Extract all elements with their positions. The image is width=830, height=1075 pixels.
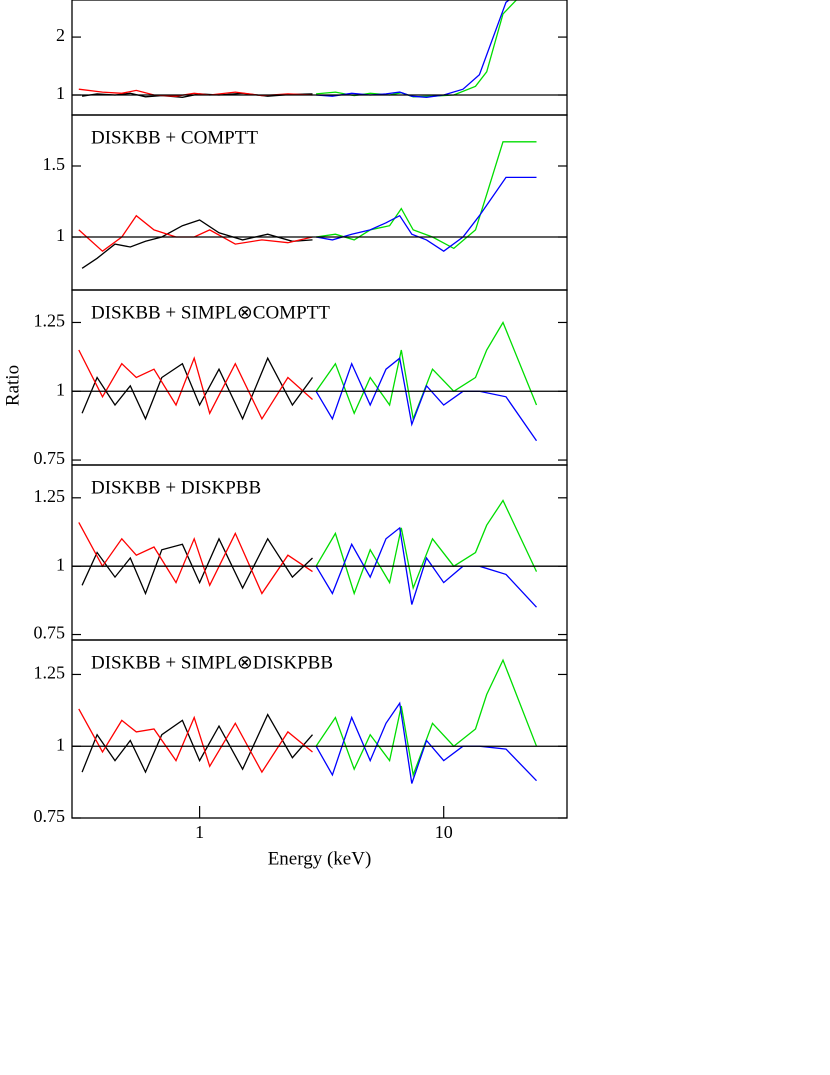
y-tick-label: 1.5 — [43, 154, 66, 174]
ratio-line — [315, 176, 537, 252]
y-tick-label: 1 — [56, 83, 65, 103]
ratio-line — [78, 522, 313, 595]
ratio-line — [81, 537, 313, 596]
panel — [78, 0, 518, 98]
ratio-line — [315, 526, 537, 608]
panel — [78, 321, 538, 442]
panel-title: DISKBB + COMPTT — [91, 127, 258, 148]
y-tick-label: 1 — [56, 734, 65, 754]
panel-title: DISKBB + SIMPL⊗DISKPBB — [91, 652, 333, 673]
panel-title: DISKBB + SIMPL⊗COMPTT — [91, 302, 330, 323]
y-tick-label: 0.75 — [34, 623, 66, 643]
ratio-line — [81, 356, 314, 421]
panel — [78, 658, 538, 784]
y-axis-label: Ratio — [2, 365, 23, 406]
y-tick-label: 2 — [56, 25, 65, 45]
ratio-line — [315, 701, 537, 784]
ratio-line — [315, 499, 538, 596]
ratio-line — [78, 349, 313, 421]
y-tick-label: 1 — [56, 554, 65, 574]
y-tick-label: 1 — [56, 379, 65, 399]
ratio-line — [81, 713, 313, 774]
x-tick-label: 1 — [195, 822, 204, 842]
panel — [78, 141, 537, 269]
panel-frame — [71, 0, 568, 116]
y-tick-label: 1.25 — [34, 311, 66, 331]
y-tick-label: 0.75 — [34, 806, 66, 826]
ratio-line — [78, 708, 313, 774]
y-tick-label: 0.75 — [34, 448, 66, 468]
ratio-line — [316, 141, 537, 250]
x-axis-label: Energy (keV) — [268, 848, 372, 869]
ratio-line — [316, 0, 511, 98]
ratio-line — [315, 658, 538, 778]
y-tick-label: 1.25 — [34, 663, 66, 683]
panel-frame — [71, 639, 568, 819]
panel — [78, 499, 538, 608]
ratio-line — [81, 219, 313, 269]
y-tick-label: 1 — [56, 225, 65, 245]
ratio-line — [315, 321, 538, 422]
y-tick-label: 1.25 — [34, 486, 66, 506]
x-tick-label: 10 — [435, 822, 453, 842]
ratio-line — [316, 0, 518, 98]
panel-title: DISKBB + DISKPBB — [91, 477, 261, 498]
